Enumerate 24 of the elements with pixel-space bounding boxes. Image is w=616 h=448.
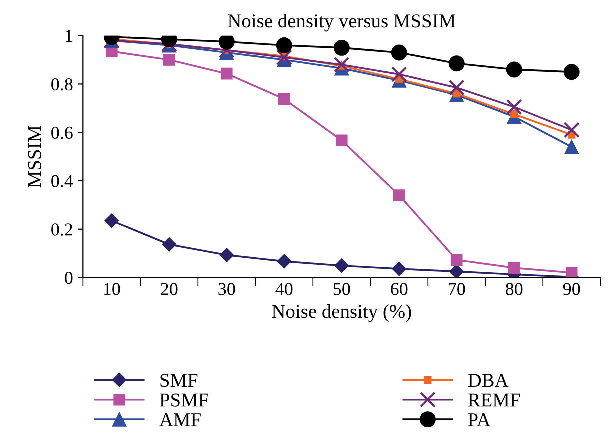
x-tick-label: 10 — [104, 283, 120, 296]
legend-label: PSMF — [160, 394, 208, 407]
y-tick-label: 0.4 — [52, 175, 74, 188]
legend-label: AMF — [160, 414, 201, 426]
y-axis-title: MSSIM — [28, 126, 42, 188]
x-tick-label: 30 — [218, 283, 236, 296]
y-tick-label: 1 — [66, 30, 72, 42]
x-tick-label: 20 — [161, 283, 178, 296]
x-tick-label: 80 — [506, 283, 523, 296]
y-tick-label: 0.2 — [52, 224, 72, 236]
x-tick-label: 50 — [334, 283, 350, 296]
x-axis-title: Noise density (%) — [272, 304, 412, 322]
legend-label: SMF — [160, 374, 198, 388]
legend-label: DBA — [468, 374, 509, 388]
legend-label: PA — [468, 414, 491, 426]
y-tick-label: 0 — [65, 272, 73, 284]
y-tick-label: 0.6 — [52, 126, 73, 140]
y-tick-label: 0.8 — [52, 78, 73, 91]
x-tick-label: 40 — [276, 283, 293, 296]
chart-title: Noise density versus MSSIM — [228, 14, 456, 32]
x-tick-label: 60 — [391, 283, 408, 296]
x-tick-label: 70 — [449, 283, 466, 296]
x-tick-label: 90 — [563, 283, 580, 296]
legend-label: REMF — [468, 394, 520, 407]
